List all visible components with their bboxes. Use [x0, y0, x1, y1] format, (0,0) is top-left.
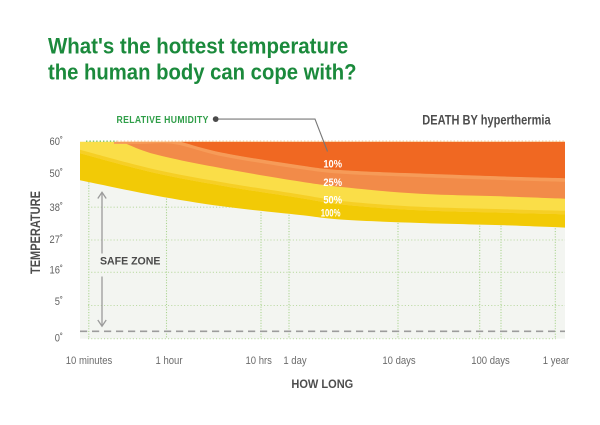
svg-text:1 day: 1 day — [283, 355, 307, 367]
svg-text:60˚: 60˚ — [50, 136, 63, 148]
svg-text:What's the hottest temperature: What's the hottest temperature — [48, 34, 348, 59]
svg-text:10%: 10% — [323, 159, 342, 171]
svg-text:38˚: 38˚ — [50, 203, 63, 215]
svg-text:1 year: 1 year — [543, 355, 570, 367]
svg-text:0˚: 0˚ — [55, 333, 63, 345]
svg-text:TEMPERATURE: TEMPERATURE — [28, 191, 44, 274]
svg-text:50˚: 50˚ — [50, 168, 63, 180]
svg-text:RELATIVE HUMIDITY: RELATIVE HUMIDITY — [117, 114, 209, 126]
svg-text:100 days: 100 days — [471, 355, 510, 367]
svg-text:1 hour: 1 hour — [156, 355, 184, 367]
svg-text:the human body can cope with?: the human body can cope with? — [48, 61, 357, 85]
svg-text:SAFE ZONE: SAFE ZONE — [100, 255, 160, 267]
svg-text:27˚: 27˚ — [50, 235, 63, 247]
svg-text:5˚: 5˚ — [55, 297, 63, 309]
svg-text:10 days: 10 days — [382, 355, 415, 367]
svg-text:16˚: 16˚ — [50, 265, 63, 277]
svg-text:100%: 100% — [321, 207, 341, 220]
svg-text:10 hrs: 10 hrs — [245, 355, 271, 367]
svg-text:10 minutes: 10 minutes — [66, 355, 112, 367]
svg-text:HOW LONG: HOW LONG — [291, 379, 353, 391]
svg-text:DEATH BY hyperthermia: DEATH BY hyperthermia — [422, 112, 551, 127]
svg-text:50%: 50% — [323, 195, 342, 207]
svg-text:25%: 25% — [323, 177, 342, 189]
